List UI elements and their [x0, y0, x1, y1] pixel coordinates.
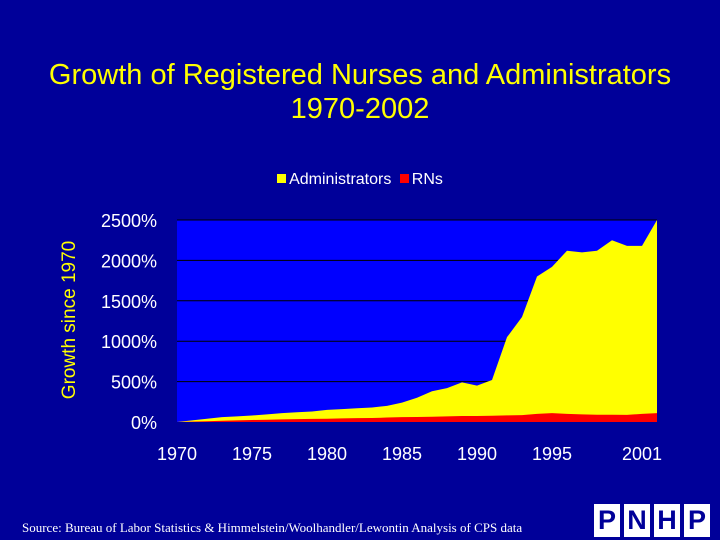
legend-label-administrators: Administrators [289, 171, 392, 188]
title-line-1: Growth of Registered Nurses and Administ… [48, 59, 672, 91]
logo-letter-2: H [654, 504, 680, 537]
series-area-administrators [177, 220, 657, 422]
chart-legend: Administrators RNs [0, 171, 720, 189]
y-tick-label-0: 0% [131, 413, 157, 433]
x-tick-label-2: 1980 [307, 444, 347, 464]
x-tick-label-6: 2001 [622, 444, 662, 464]
slide-title: Growth of Registered Nurses and Administ… [0, 58, 720, 126]
legend-item-rns: RNs [399, 171, 443, 188]
x-tick-label-1: 1975 [232, 444, 272, 464]
legend-swatch-rns [399, 174, 409, 184]
legend-swatch-administrators [277, 174, 287, 184]
y-tick-label-3: 1500% [101, 292, 157, 312]
legend-label-rns: RNs [411, 171, 443, 188]
y-tick-label-4: 2000% [101, 251, 157, 271]
x-tick-label-5: 1995 [532, 444, 572, 464]
logo-letter-3: P [684, 504, 710, 537]
logo-letter-1: N [624, 504, 650, 537]
legend-item-administrators: Administrators [277, 171, 391, 188]
source-note: Source: Bureau of Labor Statistics & Him… [22, 520, 523, 535]
x-tick-label-3: 1985 [382, 444, 422, 464]
y-tick-label-1: 500% [111, 373, 157, 393]
series-area-rns [177, 413, 657, 422]
title-line-2: 1970-2002 [290, 93, 430, 125]
x-tick-label-4: 1990 [457, 444, 497, 464]
y-tick-label-2: 1000% [101, 332, 157, 352]
logo-letter-0: P [594, 504, 620, 537]
y-tick-label-5: 2500% [101, 211, 157, 231]
x-tick-label-0: 1970 [157, 444, 197, 464]
